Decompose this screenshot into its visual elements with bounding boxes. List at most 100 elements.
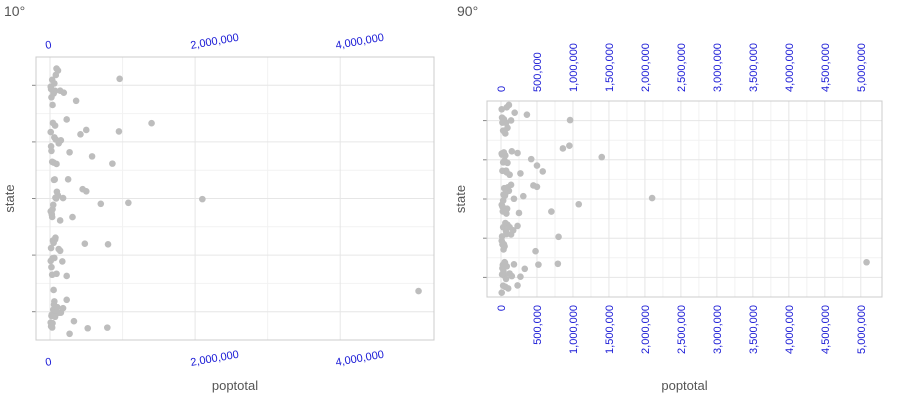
data-point — [514, 222, 521, 230]
data-point — [48, 324, 56, 331]
x-tick-label-top: 2,000,000 — [190, 32, 240, 52]
data-point — [504, 124, 511, 132]
data-point — [63, 272, 70, 280]
data-point — [148, 119, 155, 127]
data-point — [555, 233, 562, 241]
data-point — [47, 244, 55, 252]
data-point — [81, 240, 89, 248]
data-point — [517, 273, 524, 280]
data-point — [66, 148, 73, 156]
data-point — [104, 241, 112, 248]
data-point — [863, 258, 870, 266]
x-tick-label-bottom: 1,000,000 — [568, 305, 580, 354]
data-point — [59, 194, 67, 202]
data-point — [50, 286, 57, 294]
data-point — [52, 194, 59, 201]
data-point — [500, 118, 507, 125]
data-point — [53, 188, 61, 196]
data-point — [64, 176, 72, 183]
data-point — [49, 205, 56, 213]
data-point — [50, 301, 58, 308]
x-tick-label-bottom: 5,000,000 — [856, 305, 868, 354]
data-point — [498, 151, 506, 158]
x-tick-label-bottom: 4,500,000 — [820, 305, 832, 354]
data-point — [598, 153, 606, 161]
data-point — [82, 188, 90, 195]
data-point — [500, 246, 507, 253]
data-point — [88, 153, 96, 160]
data-point — [502, 219, 509, 227]
data-point — [82, 126, 90, 134]
x-axis-title: poptotal — [661, 378, 707, 393]
x-tick-label-bottom: 500,000 — [532, 305, 544, 345]
data-point — [566, 142, 573, 149]
data-point — [499, 282, 507, 289]
x-tick-label-top: 2,000,000 — [640, 43, 652, 92]
data-point — [548, 208, 555, 215]
data-point — [500, 240, 508, 248]
data-point — [53, 270, 60, 278]
x-tick-label-top: 4,000,000 — [784, 43, 796, 92]
data-point — [199, 195, 206, 203]
x-tick-label-top: 1,500,000 — [604, 43, 616, 92]
x-tick-label-bottom: 4,000,000 — [335, 349, 385, 369]
data-point — [510, 261, 518, 268]
data-point — [57, 136, 65, 144]
data-point — [51, 80, 58, 87]
data-point — [69, 213, 76, 221]
data-point — [415, 287, 422, 295]
data-point — [503, 103, 511, 111]
data-point — [116, 75, 123, 83]
data-point — [51, 313, 59, 321]
data-point — [84, 324, 92, 332]
data-point — [109, 160, 116, 167]
x-tick-label-top: 0 — [44, 39, 52, 52]
x-tick-label-bottom: 0 — [496, 305, 508, 311]
data-point — [49, 119, 57, 127]
x-tick-label-top: 0 — [496, 86, 508, 92]
data-point — [648, 194, 656, 202]
data-point — [56, 217, 64, 224]
data-point — [511, 109, 518, 116]
data-point — [499, 203, 506, 210]
data-point — [499, 264, 506, 272]
x-tick-label-bottom: 3,000,000 — [712, 305, 724, 354]
data-point — [532, 247, 539, 255]
x-tick-label-bottom: 2,500,000 — [676, 305, 688, 354]
panel-title: 10° — [4, 3, 25, 19]
data-point — [533, 162, 541, 169]
data-point — [72, 97, 80, 105]
data-point — [125, 199, 132, 207]
data-point — [504, 285, 512, 292]
data-point — [508, 148, 516, 155]
data-point — [523, 111, 531, 118]
data-point — [499, 197, 507, 204]
data-point — [539, 168, 547, 175]
panel-90-degrees: 90° 0 0 500,000 500,000 1,000,000 1,000,000 1,5… — [453, 3, 883, 393]
data-point — [508, 272, 516, 280]
data-point — [48, 263, 55, 271]
x-tick-label-bottom: 1,500,000 — [604, 305, 616, 354]
x-tick-label-bottom: 0 — [44, 356, 52, 369]
data-point — [515, 209, 523, 217]
data-point — [63, 116, 70, 123]
x-tick-label-top: 3,000,000 — [712, 43, 724, 92]
y-axis-title: state — [453, 185, 468, 213]
data-point — [575, 200, 583, 208]
data-point — [501, 259, 509, 267]
x-tick-label-bottom: 2,000,000 — [640, 305, 652, 354]
y-axis-title: state — [2, 184, 17, 212]
data-point — [535, 261, 542, 268]
data-point — [503, 169, 511, 176]
data-point — [559, 145, 567, 152]
data-point — [47, 85, 55, 93]
panel-frame — [486, 100, 883, 298]
data-point — [50, 176, 58, 184]
data-point — [533, 183, 541, 191]
x-tick-label-top: 500,000 — [532, 52, 544, 92]
data-point — [520, 192, 527, 200]
data-point — [504, 184, 512, 191]
x-tick-label-top: 3,500,000 — [748, 43, 760, 92]
data-point — [502, 275, 510, 283]
